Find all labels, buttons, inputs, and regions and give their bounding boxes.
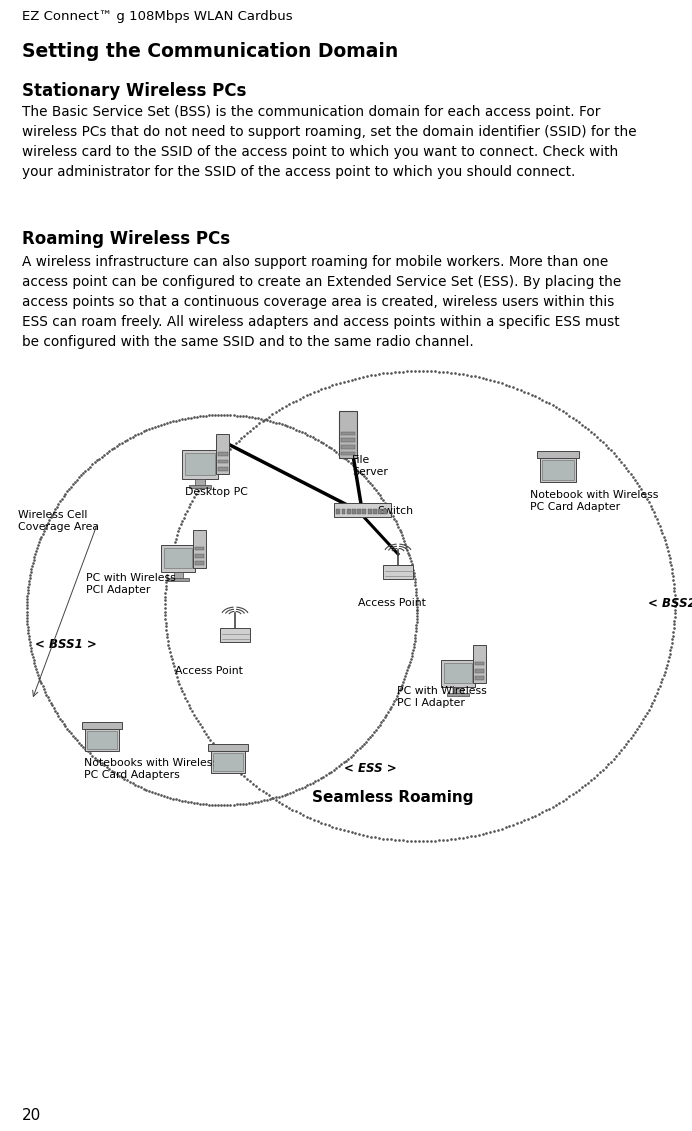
FancyBboxPatch shape xyxy=(163,547,192,569)
Text: Setting the Communication Domain: Setting the Communication Domain xyxy=(22,42,399,61)
FancyBboxPatch shape xyxy=(182,450,218,478)
FancyBboxPatch shape xyxy=(161,545,195,572)
FancyBboxPatch shape xyxy=(340,411,356,458)
Text: Desktop PC: Desktop PC xyxy=(185,487,248,497)
Text: < BSS2 >: < BSS2 > xyxy=(648,597,692,610)
FancyBboxPatch shape xyxy=(542,459,574,480)
FancyBboxPatch shape xyxy=(357,509,361,513)
Text: EZ Connect™ g 108Mbps WLAN Cardbus: EZ Connect™ g 108Mbps WLAN Cardbus xyxy=(22,10,293,23)
Text: Access Point: Access Point xyxy=(358,598,426,608)
Text: Stationary Wireless PCs: Stationary Wireless PCs xyxy=(22,83,246,100)
FancyBboxPatch shape xyxy=(363,509,366,513)
FancyBboxPatch shape xyxy=(383,564,413,579)
FancyBboxPatch shape xyxy=(537,451,579,458)
FancyBboxPatch shape xyxy=(475,670,484,673)
Text: Switch: Switch xyxy=(377,506,413,516)
Text: A wireless infrastructure can also support roaming for mobile workers. More than: A wireless infrastructure can also suppo… xyxy=(22,254,621,349)
FancyBboxPatch shape xyxy=(218,467,228,470)
Text: PC with Wireless
PC I Adapter: PC with Wireless PC I Adapter xyxy=(397,687,486,708)
FancyBboxPatch shape xyxy=(85,728,119,751)
FancyBboxPatch shape xyxy=(193,529,206,568)
FancyBboxPatch shape xyxy=(218,459,228,464)
FancyBboxPatch shape xyxy=(195,554,204,558)
FancyBboxPatch shape xyxy=(475,662,484,665)
FancyBboxPatch shape xyxy=(342,509,345,513)
Text: Seamless Roaming: Seamless Roaming xyxy=(312,789,473,805)
Text: Roaming Wireless PCs: Roaming Wireless PCs xyxy=(22,230,230,248)
Text: File
Server: File Server xyxy=(352,455,388,477)
FancyBboxPatch shape xyxy=(212,752,244,771)
FancyBboxPatch shape xyxy=(473,645,486,682)
FancyBboxPatch shape xyxy=(475,676,484,680)
FancyBboxPatch shape xyxy=(208,744,248,751)
FancyBboxPatch shape xyxy=(540,458,576,482)
Text: < BSS1 >: < BSS1 > xyxy=(35,638,97,651)
Text: Notebook with Wireless
PC Card Adapter: Notebook with Wireless PC Card Adapter xyxy=(530,490,658,512)
FancyBboxPatch shape xyxy=(218,452,228,456)
FancyBboxPatch shape xyxy=(453,687,462,694)
FancyBboxPatch shape xyxy=(167,578,189,581)
FancyBboxPatch shape xyxy=(341,444,354,449)
FancyBboxPatch shape xyxy=(189,485,211,487)
Text: Notebooks with Wireless
PC Card Adapters: Notebooks with Wireless PC Card Adapters xyxy=(84,758,218,780)
Text: PC with Wireless
PCI Adapter: PC with Wireless PCI Adapter xyxy=(86,573,176,595)
FancyBboxPatch shape xyxy=(447,693,468,696)
FancyBboxPatch shape xyxy=(347,509,351,513)
FancyBboxPatch shape xyxy=(219,628,251,642)
FancyBboxPatch shape xyxy=(211,751,245,774)
FancyBboxPatch shape xyxy=(86,731,118,750)
FancyBboxPatch shape xyxy=(352,509,356,513)
FancyBboxPatch shape xyxy=(341,451,354,456)
Text: < ESS >: < ESS > xyxy=(344,762,397,775)
Text: Wireless Cell
Coverage Area: Wireless Cell Coverage Area xyxy=(18,510,99,533)
Text: The Basic Service Set (BSS) is the communication domain for each access point. F: The Basic Service Set (BSS) is the commu… xyxy=(22,105,637,179)
FancyBboxPatch shape xyxy=(341,439,354,442)
FancyBboxPatch shape xyxy=(341,432,354,435)
FancyBboxPatch shape xyxy=(336,509,340,513)
FancyBboxPatch shape xyxy=(174,572,183,579)
FancyBboxPatch shape xyxy=(444,663,473,683)
Text: Access Point: Access Point xyxy=(175,666,243,676)
FancyBboxPatch shape xyxy=(195,546,204,551)
FancyBboxPatch shape xyxy=(216,434,230,474)
FancyBboxPatch shape xyxy=(373,509,376,513)
FancyBboxPatch shape xyxy=(383,509,388,513)
Text: 20: 20 xyxy=(22,1108,42,1123)
FancyBboxPatch shape xyxy=(441,661,475,687)
FancyBboxPatch shape xyxy=(82,723,122,728)
FancyBboxPatch shape xyxy=(367,509,372,513)
FancyBboxPatch shape xyxy=(195,561,204,564)
FancyBboxPatch shape xyxy=(185,452,215,475)
FancyBboxPatch shape xyxy=(195,478,205,486)
FancyBboxPatch shape xyxy=(334,503,390,517)
FancyBboxPatch shape xyxy=(378,509,382,513)
